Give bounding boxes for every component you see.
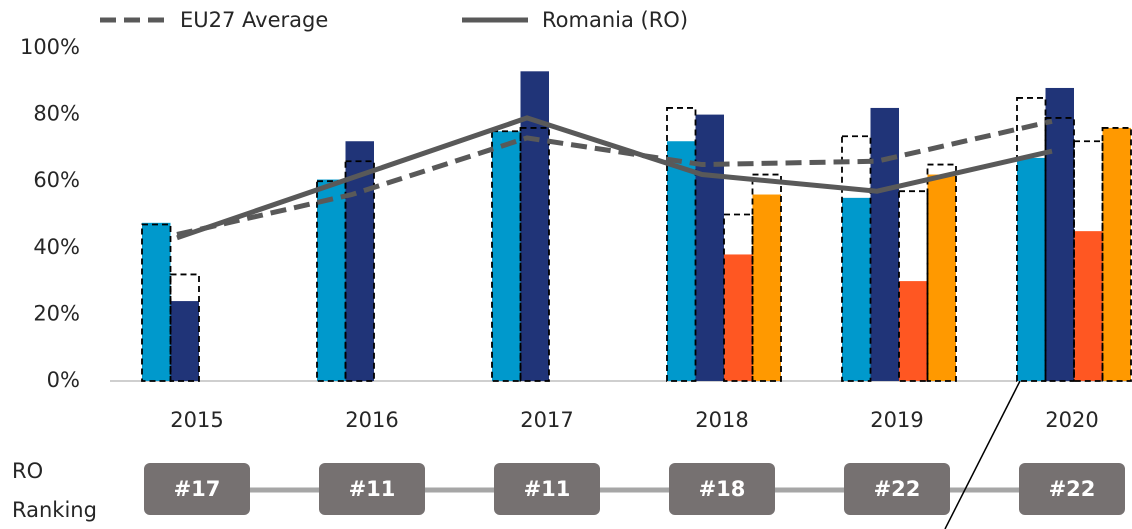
bar — [695, 114, 724, 381]
x-tick-label: 2019 — [870, 408, 923, 432]
ranking-label: #22 — [1049, 477, 1096, 501]
benchmark-box — [751, 173, 782, 382]
benchmark-box — [169, 273, 200, 382]
bar — [317, 179, 346, 381]
bar — [1045, 87, 1074, 382]
bar — [345, 141, 374, 381]
ranking-badge — [144, 463, 250, 515]
ranking-label: #22 — [874, 477, 921, 501]
bar — [667, 141, 696, 381]
ranking-badge — [669, 463, 775, 515]
bar — [1102, 127, 1131, 381]
benchmark-box — [141, 223, 172, 382]
annotation-line — [944, 380, 1021, 529]
bar — [170, 301, 199, 381]
x-tick-label: 2018 — [695, 408, 748, 432]
y-tick-label: 100% — [20, 35, 80, 59]
line — [176, 115, 1053, 241]
line — [176, 118, 1053, 237]
benchmark-box — [344, 160, 375, 382]
benchmark-box — [666, 107, 697, 382]
x-tick-label: 2020 — [1045, 408, 1098, 432]
x-tick-label: 2016 — [345, 408, 398, 432]
benchmark-box — [926, 163, 957, 382]
bar — [899, 281, 928, 381]
ranking-badge — [319, 463, 425, 515]
y-tick-label: 20% — [33, 301, 80, 325]
bar — [752, 194, 781, 381]
y-tick-label: 80% — [33, 102, 80, 126]
ranking-label: #17 — [174, 477, 221, 501]
legend-label: EU27 Average — [180, 8, 328, 32]
bar — [842, 197, 871, 381]
benchmark-box — [1073, 140, 1104, 382]
ranking-label: #11 — [524, 477, 571, 501]
bar — [1074, 231, 1103, 381]
x-tick-label: 2017 — [520, 408, 573, 432]
benchmark-box — [1044, 117, 1075, 382]
benchmark-box — [519, 127, 550, 382]
bar — [724, 254, 753, 381]
ranking-title: Ranking — [12, 498, 97, 522]
bar — [492, 131, 521, 381]
ranking-label: #18 — [699, 477, 746, 501]
bar — [142, 222, 171, 381]
x-tick-label: 2015 — [170, 408, 223, 432]
ranking-badge — [494, 463, 600, 515]
bar — [870, 107, 899, 381]
ranking-title: RO — [12, 459, 43, 483]
bar — [927, 174, 956, 381]
benchmark-box — [316, 180, 347, 382]
bar — [1017, 157, 1046, 381]
y-tick-label: 60% — [33, 168, 80, 192]
benchmark-box — [898, 190, 929, 382]
ranking-label: #11 — [349, 477, 396, 501]
y-tick-label: 0% — [47, 368, 80, 392]
benchmark-box — [841, 135, 872, 382]
benchmark-box — [1101, 127, 1132, 382]
ranking-badge — [1019, 463, 1125, 515]
benchmark-box — [723, 213, 754, 382]
y-tick-label: 40% — [33, 235, 80, 259]
ranking-badge — [844, 463, 950, 515]
legend-label: Romania (RO) — [542, 8, 688, 32]
